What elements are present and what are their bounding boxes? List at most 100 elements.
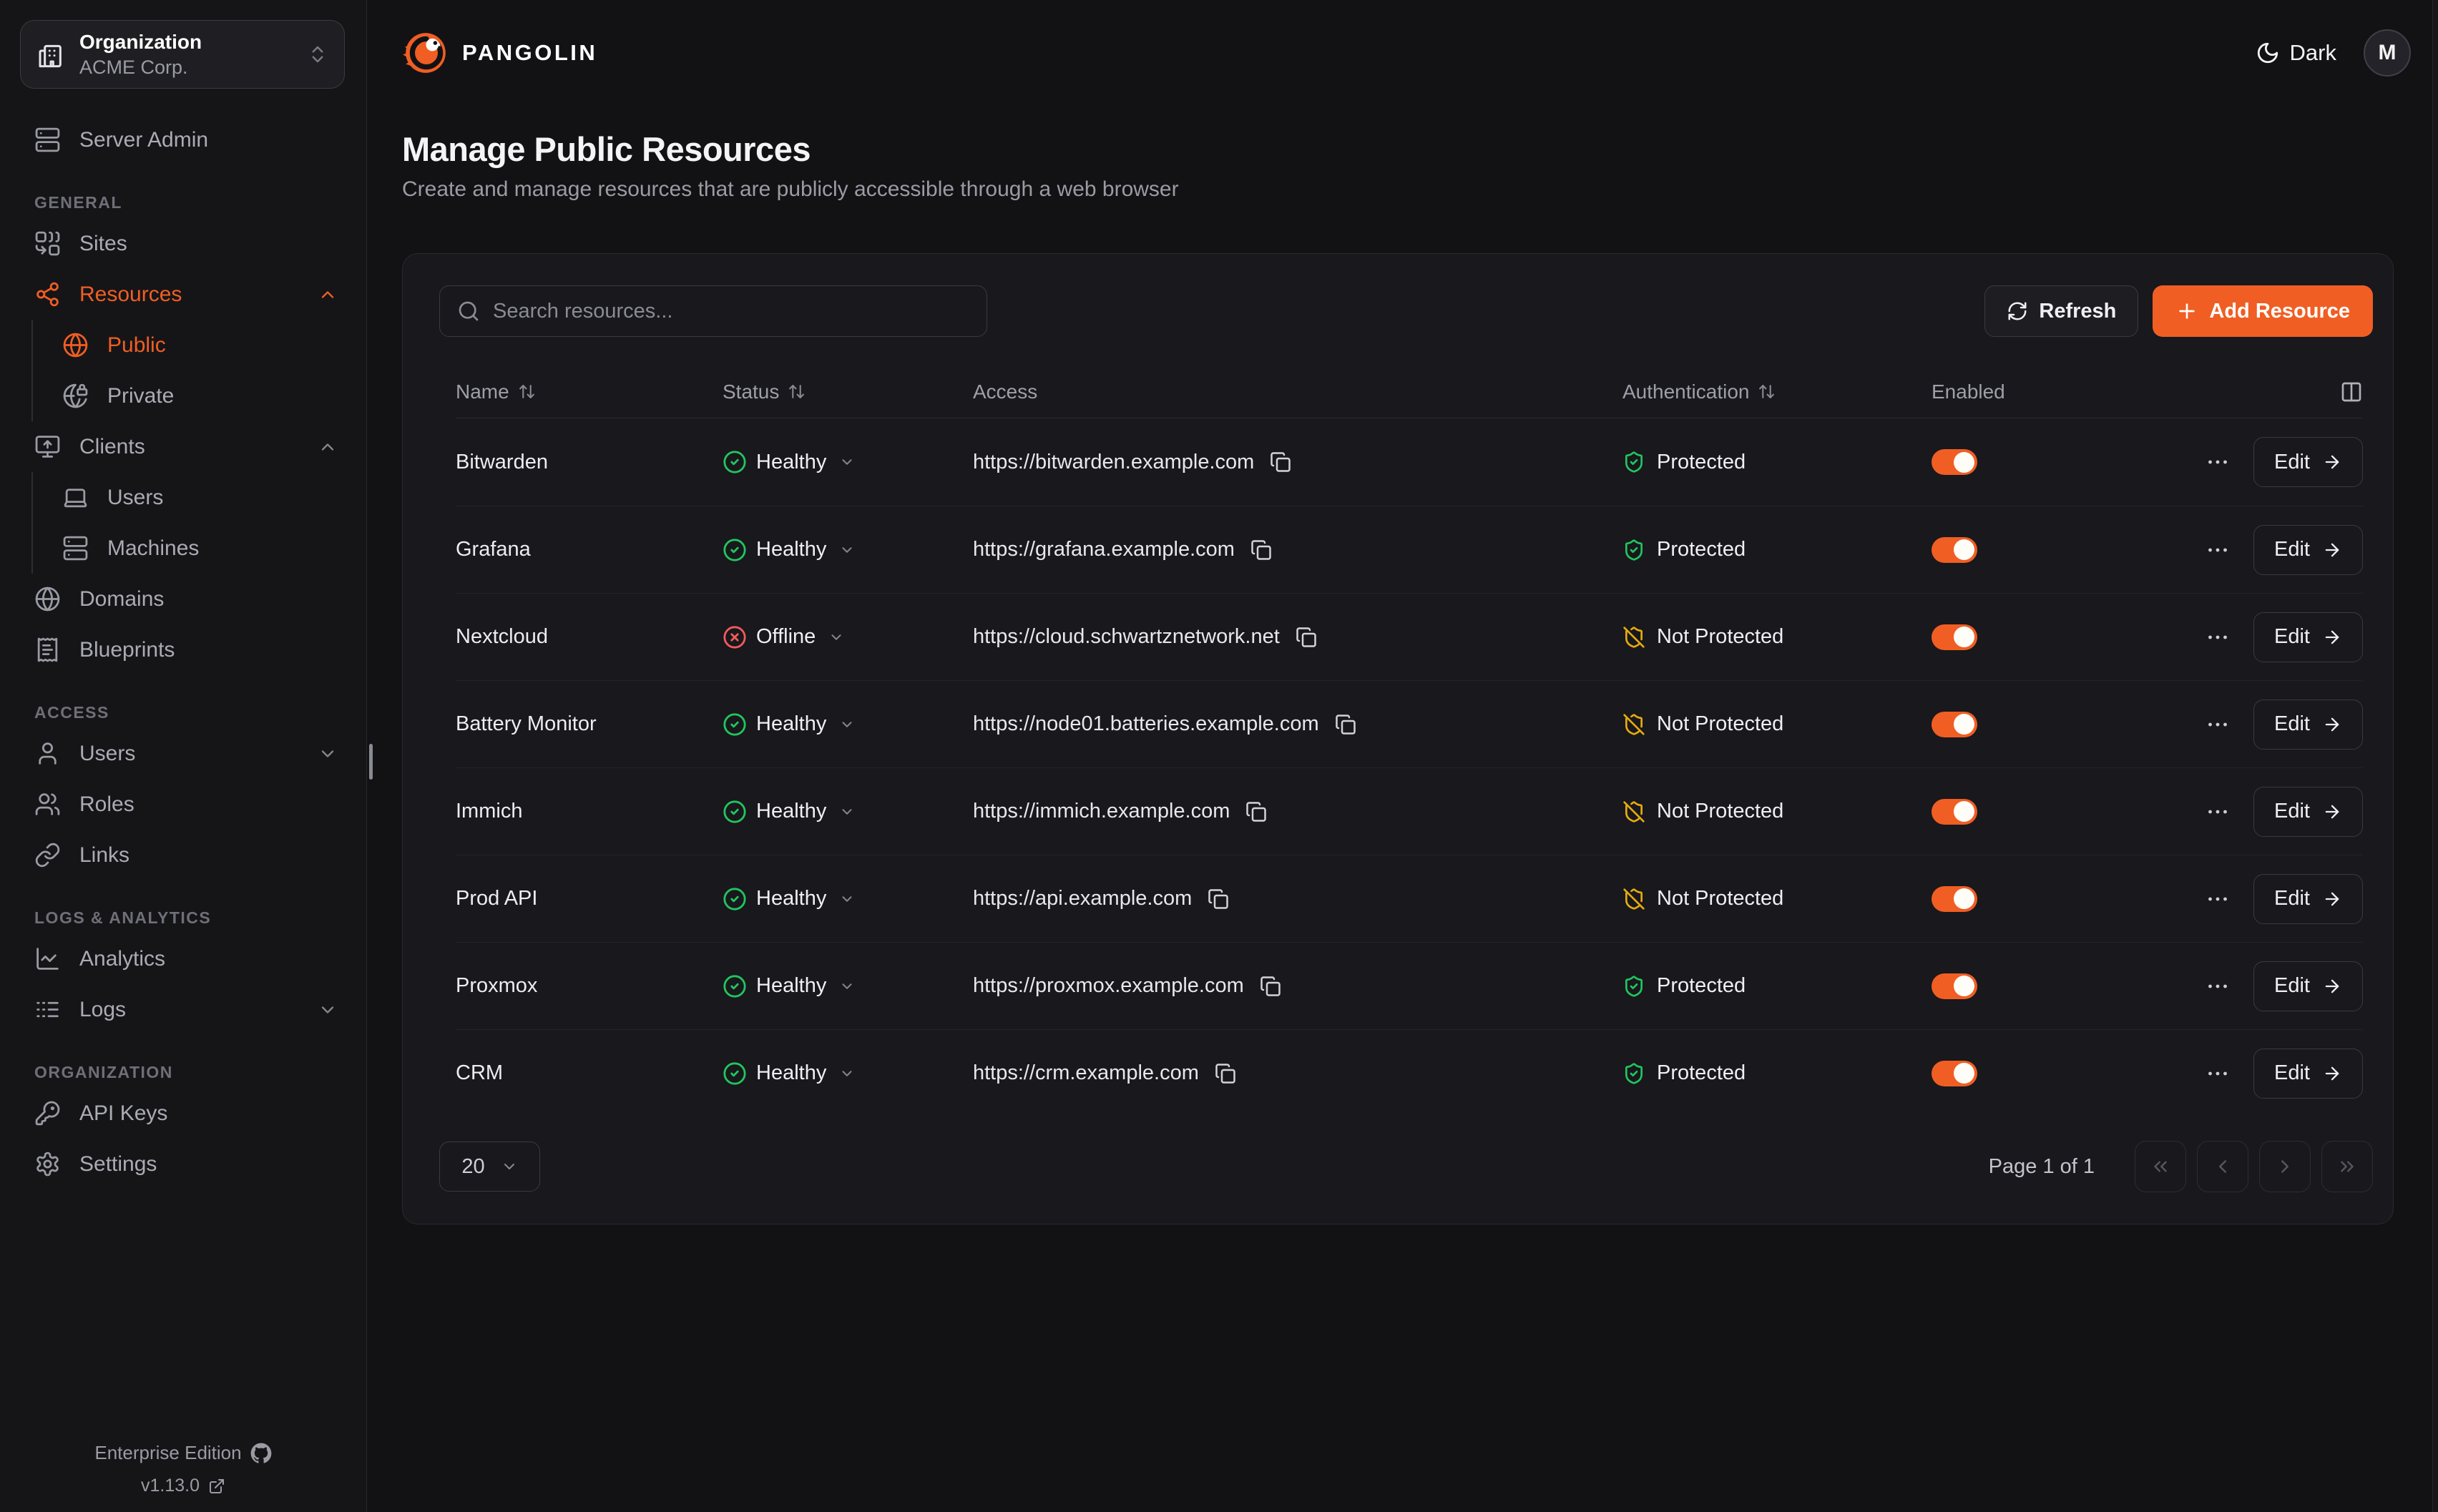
- enabled-toggle[interactable]: [1932, 1060, 1977, 1086]
- github-icon[interactable]: [250, 1443, 272, 1464]
- row-menu-button[interactable]: [2205, 449, 2231, 475]
- globe-icon: [34, 586, 61, 612]
- edit-button[interactable]: Edit: [2253, 1048, 2363, 1099]
- row-menu-button[interactable]: [2205, 624, 2231, 650]
- last-page-button[interactable]: [2321, 1141, 2373, 1192]
- status-dropdown[interactable]: Healthy: [723, 712, 855, 737]
- copy-icon[interactable]: [1260, 976, 1281, 997]
- brand[interactable]: PANGOLIN: [402, 29, 597, 77]
- chevron-down-icon: [318, 1000, 338, 1020]
- add-resource-button[interactable]: Add Resource: [2153, 285, 2373, 337]
- arrow-right-icon: [2322, 627, 2342, 647]
- edit-button[interactable]: Edit: [2253, 786, 2363, 837]
- status-dropdown[interactable]: Healthy: [723, 538, 855, 562]
- sidebar-item-links[interactable]: Links: [0, 830, 366, 880]
- enabled-toggle[interactable]: [1932, 973, 1977, 999]
- status-dropdown[interactable]: Offline: [723, 625, 844, 649]
- theme-toggle[interactable]: Dark: [2256, 40, 2336, 66]
- page-subtitle: Create and manage resources that are pub…: [402, 177, 1179, 201]
- status-dropdown[interactable]: Healthy: [723, 1061, 855, 1086]
- sidebar-item-server-admin[interactable]: Server Admin: [0, 114, 366, 165]
- first-page-button[interactable]: [2135, 1141, 2186, 1192]
- sidebar-item-private[interactable]: Private: [62, 370, 366, 421]
- edit-button[interactable]: Edit: [2253, 612, 2363, 662]
- edit-button[interactable]: Edit: [2253, 437, 2363, 487]
- enabled-toggle[interactable]: [1932, 885, 1977, 912]
- avatar-initial: M: [2378, 41, 2397, 64]
- enabled-toggle[interactable]: [1932, 711, 1977, 737]
- combine-icon: [34, 230, 61, 257]
- copy-icon[interactable]: [1335, 714, 1356, 735]
- avatar[interactable]: M: [2364, 29, 2411, 77]
- resource-name: Proxmox: [456, 974, 538, 997]
- status-dropdown[interactable]: Healthy: [723, 450, 855, 474]
- sidebar-scrollbar-thumb[interactable]: [369, 744, 373, 780]
- sort-icon[interactable]: [1758, 383, 1776, 401]
- status-label: Offline: [756, 625, 816, 648]
- sidebar-item-roles[interactable]: Roles: [0, 779, 366, 830]
- copy-icon[interactable]: [1296, 627, 1317, 648]
- edit-button[interactable]: Edit: [2253, 699, 2363, 750]
- enabled-toggle[interactable]: [1932, 449, 1977, 475]
- enabled-toggle[interactable]: [1932, 624, 1977, 650]
- auth-label: Not Protected: [1657, 625, 1784, 648]
- status-label: Healthy: [756, 974, 827, 997]
- status-label: Healthy: [756, 1061, 827, 1084]
- enabled-toggle[interactable]: [1932, 536, 1977, 563]
- shield-off-icon: [1622, 888, 1645, 910]
- sidebar-item-users[interactable]: Users: [0, 728, 366, 779]
- theme-label: Dark: [2289, 40, 2336, 65]
- sidebar-item-analytics[interactable]: Analytics: [0, 933, 366, 984]
- sidebar-item-label: Domains: [79, 586, 165, 611]
- status-dropdown[interactable]: Healthy: [723, 800, 855, 824]
- row-menu-button[interactable]: [2205, 886, 2231, 912]
- server-icon: [34, 127, 61, 153]
- sidebar-item-client-users[interactable]: Users: [62, 472, 366, 523]
- copy-icon[interactable]: [1208, 888, 1229, 910]
- status-label: Healthy: [756, 538, 827, 561]
- edit-button[interactable]: Edit: [2253, 873, 2363, 924]
- chevron-down-icon: [839, 454, 855, 470]
- edit-button[interactable]: Edit: [2253, 524, 2363, 575]
- sidebar-item-blueprints[interactable]: Blueprints: [0, 624, 366, 675]
- next-page-button[interactable]: [2259, 1141, 2311, 1192]
- columns-toggle-icon[interactable]: [2340, 381, 2363, 403]
- shield-check-icon: [1622, 539, 1645, 561]
- sidebar-item-clients[interactable]: Clients: [0, 421, 366, 472]
- org-switcher[interactable]: Organization ACME Corp.: [20, 20, 345, 89]
- copy-icon[interactable]: [1270, 451, 1291, 473]
- sidebar-item-sites[interactable]: Sites: [0, 218, 366, 269]
- row-menu-button[interactable]: [2205, 973, 2231, 999]
- copy-icon[interactable]: [1215, 1063, 1236, 1084]
- status-dropdown[interactable]: Healthy: [723, 974, 855, 998]
- moon-icon: [2256, 41, 2280, 65]
- page-size-select[interactable]: 20: [439, 1142, 540, 1192]
- sidebar-item-api-keys[interactable]: API Keys: [0, 1088, 366, 1139]
- sidebar-item-domains[interactable]: Domains: [0, 574, 366, 624]
- sort-icon[interactable]: [788, 383, 806, 401]
- sidebar-item-logs[interactable]: Logs: [0, 984, 366, 1035]
- globe-icon: [62, 332, 89, 358]
- edit-button[interactable]: Edit: [2253, 961, 2363, 1011]
- healthy-icon: [723, 887, 747, 911]
- prev-page-button[interactable]: [2197, 1141, 2248, 1192]
- sidebar-item-public[interactable]: Public: [62, 320, 366, 370]
- row-menu-button[interactable]: [2205, 799, 2231, 825]
- external-link-icon[interactable]: [208, 1478, 225, 1495]
- sidebar-item-machines[interactable]: Machines: [62, 523, 366, 574]
- copy-icon[interactable]: [1250, 539, 1272, 561]
- sort-icon[interactable]: [518, 383, 536, 401]
- copy-icon[interactable]: [1245, 801, 1267, 823]
- sidebar-item-settings[interactable]: Settings: [0, 1139, 366, 1189]
- resource-name: Grafana: [456, 538, 531, 561]
- enabled-toggle[interactable]: [1932, 798, 1977, 825]
- row-menu-button[interactable]: [2205, 537, 2231, 563]
- row-menu-button[interactable]: [2205, 1061, 2231, 1086]
- sidebar-item-resources[interactable]: Resources: [0, 269, 366, 320]
- status-dropdown[interactable]: Healthy: [723, 887, 855, 911]
- refresh-button[interactable]: Refresh: [1984, 285, 2139, 337]
- window-scrollbar[interactable]: [2432, 0, 2438, 1512]
- resource-url: https://grafana.example.com: [973, 538, 1235, 561]
- row-menu-button[interactable]: [2205, 712, 2231, 737]
- search-input[interactable]: [493, 299, 969, 323]
